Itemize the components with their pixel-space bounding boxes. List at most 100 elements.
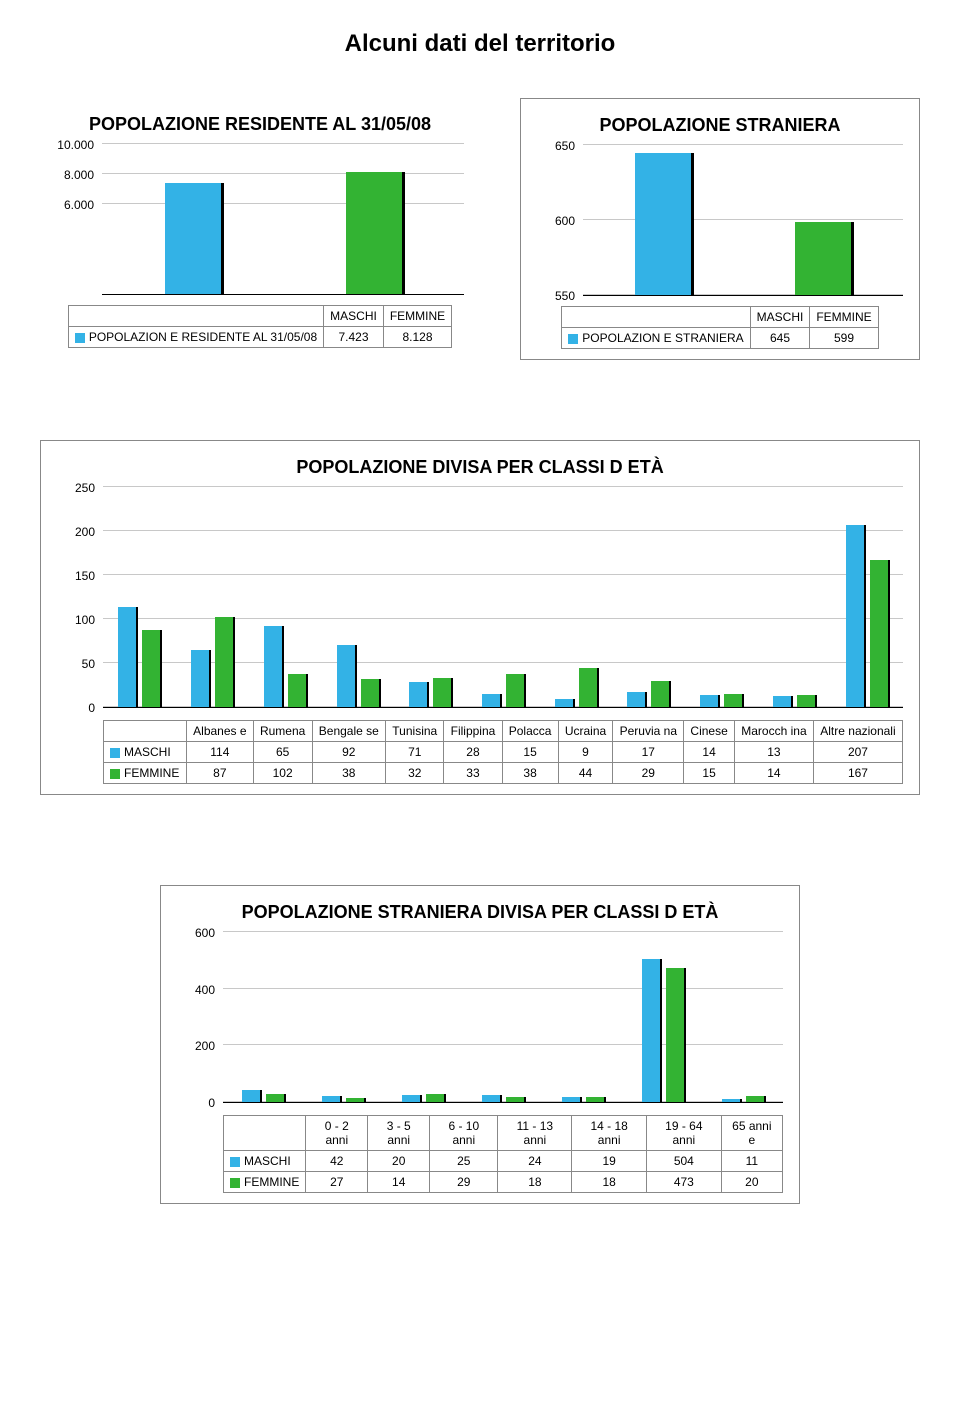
bar — [562, 1097, 580, 1102]
col-header: 3 - 5 anni — [368, 1116, 430, 1151]
series-label: FEMMINE — [244, 1175, 299, 1189]
chart-title: POPOLAZIONE RESIDENTE AL 31/05/08 — [50, 114, 470, 135]
legend-swatch — [75, 333, 85, 343]
y-tick: 400 — [195, 983, 215, 997]
cell-value: 9 — [558, 742, 613, 763]
col-header: Altre nazionali — [813, 721, 902, 742]
legend-swatch — [568, 334, 578, 344]
col-header: FEMMINE — [383, 306, 451, 327]
col-header: MASCHI — [324, 306, 384, 327]
row-label: POPOLAZION E STRANIERA — [582, 331, 743, 345]
bar — [264, 626, 282, 707]
cell-value: 18 — [572, 1172, 647, 1193]
cell-value: 20 — [721, 1172, 782, 1193]
chart-plot: 550600650 — [531, 146, 909, 296]
col-header: Albanes e — [186, 721, 253, 742]
bar — [724, 694, 742, 707]
data-table: 0 - 2 anni3 - 5 anni6 - 10 anni11 - 13 a… — [223, 1115, 783, 1193]
cell-value: 102 — [253, 763, 312, 784]
legend-swatch — [230, 1178, 240, 1188]
bar — [402, 1095, 420, 1102]
col-header: MASCHI — [750, 307, 810, 328]
bar — [165, 183, 221, 294]
chart-title: POPOLAZIONE DIVISA PER CLASSI D ETÀ — [51, 457, 909, 478]
bar — [322, 1096, 340, 1102]
data-table: Albanes eRumenaBengale seTunisinaFilippi… — [103, 720, 903, 784]
bar — [795, 222, 851, 296]
cell-value: 87 — [186, 763, 253, 784]
bar — [266, 1094, 284, 1102]
chart-popolazione-residente: POPOLAZIONE RESIDENTE AL 31/05/08 6.0008.… — [40, 98, 480, 360]
cell-value: 504 — [646, 1151, 721, 1172]
bar — [346, 1098, 364, 1102]
y-tick: 600 — [555, 214, 575, 228]
bar — [773, 696, 791, 707]
cell-value: 14 — [734, 763, 813, 784]
cell-value: 19 — [572, 1151, 647, 1172]
bar — [846, 525, 864, 707]
bar — [579, 668, 597, 707]
bar — [722, 1099, 740, 1102]
col-header: FEMMINE — [810, 307, 878, 328]
legend-swatch — [110, 748, 120, 758]
col-header: Cinese — [684, 721, 735, 742]
chart-plot: 050100150200250 — [51, 488, 909, 708]
cell-value: 207 — [813, 742, 902, 763]
cell-value: 25 — [430, 1151, 498, 1172]
y-tick: 100 — [75, 613, 95, 627]
row-label: POPOLAZION E RESIDENTE AL 31/05/08 — [89, 330, 317, 344]
bar — [426, 1094, 444, 1102]
col-header: Rumena — [253, 721, 312, 742]
bar — [666, 968, 684, 1102]
y-tick: 50 — [82, 657, 95, 671]
bar — [482, 1095, 500, 1102]
bar — [482, 694, 500, 707]
chart-popolazione-classi-eta: POPOLAZIONE DIVISA PER CLASSI D ETÀ05010… — [40, 440, 920, 795]
cell-value: 29 — [430, 1172, 498, 1193]
y-tick: 10.000 — [57, 138, 94, 152]
series-label: FEMMINE — [124, 766, 179, 780]
cell-value: 38 — [502, 763, 558, 784]
y-tick: 250 — [75, 481, 95, 495]
bar — [361, 679, 379, 707]
cell-value: 42 — [306, 1151, 368, 1172]
cell-value: 20 — [368, 1151, 430, 1172]
cell-value: 17 — [613, 742, 684, 763]
cell-value: 8.128 — [383, 327, 451, 348]
bar — [870, 560, 888, 707]
series-label: MASCHI — [244, 1154, 291, 1168]
y-tick: 0 — [208, 1096, 215, 1110]
bar — [346, 172, 402, 294]
bar — [651, 681, 669, 707]
cell-value: 473 — [646, 1172, 721, 1193]
chart-plot: 6.0008.00010.000 — [50, 145, 470, 295]
chart-popolazione-straniera: POPOLAZIONE STRANIERA550600650MASCHIFEMM… — [520, 98, 920, 360]
bar — [506, 1097, 524, 1102]
bar — [555, 699, 573, 707]
cell-value: 28 — [444, 742, 502, 763]
cell-value: 15 — [502, 742, 558, 763]
cell-value: 18 — [498, 1172, 572, 1193]
legend-swatch — [110, 769, 120, 779]
bar — [586, 1097, 604, 1102]
cell-value: 24 — [498, 1151, 572, 1172]
bar — [191, 650, 209, 707]
col-header: Filippina — [444, 721, 502, 742]
legend-swatch — [230, 1157, 240, 1167]
bar — [215, 617, 233, 707]
col-header: Marocch ina — [734, 721, 813, 742]
col-header: 11 - 13 anni — [498, 1116, 572, 1151]
data-table: MASCHIFEMMINE POPOLAZION E RESIDENTE AL 3… — [68, 305, 452, 348]
chart-title: POPOLAZIONE STRANIERA DIVISA PER CLASSI … — [171, 902, 789, 923]
bar — [635, 153, 691, 296]
bar — [627, 692, 645, 707]
top-charts-row: POPOLAZIONE RESIDENTE AL 31/05/08 6.0008.… — [40, 98, 920, 360]
bar — [797, 695, 815, 707]
cell-value: 92 — [312, 742, 386, 763]
bar — [700, 695, 718, 707]
bar — [288, 674, 306, 707]
cell-value: 15 — [684, 763, 735, 784]
cell-value: 7.423 — [324, 327, 384, 348]
cell-value: 27 — [306, 1172, 368, 1193]
y-tick: 200 — [75, 525, 95, 539]
